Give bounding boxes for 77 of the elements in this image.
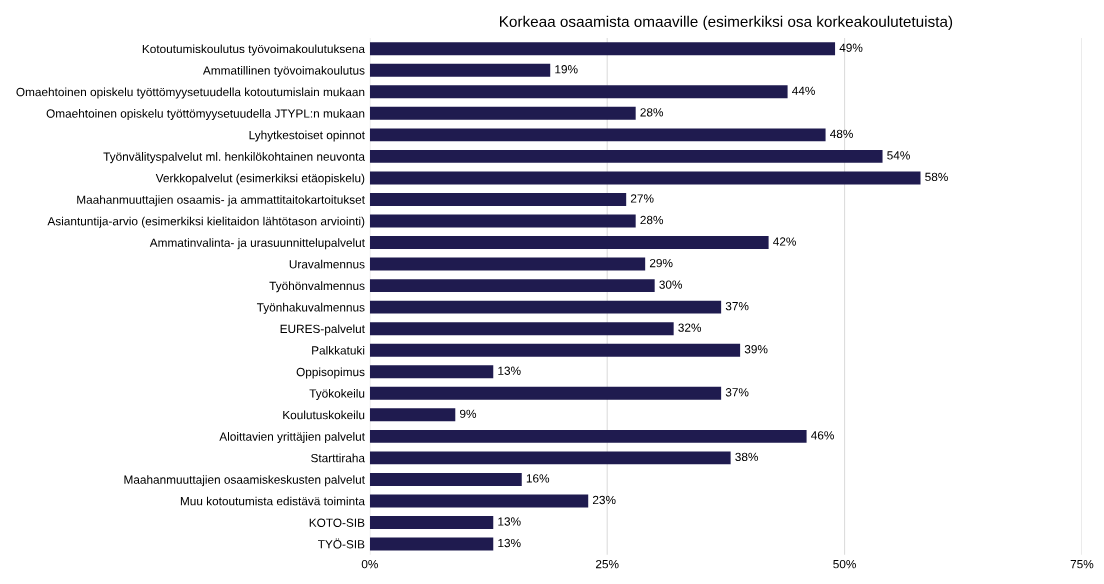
bar — [369, 214, 636, 228]
data-label: 13% — [498, 366, 521, 375]
y-tick-label: Työhönvalmennus — [269, 281, 365, 293]
x-tick-label: 50% — [833, 559, 856, 569]
bar — [369, 300, 722, 314]
bar — [369, 386, 722, 400]
data-label: 30% — [659, 280, 683, 289]
bar — [369, 128, 826, 142]
data-label: 42% — [773, 237, 796, 246]
bar — [369, 408, 456, 422]
bar — [369, 537, 494, 551]
y-tick-label: EURES-palvelut — [280, 324, 365, 336]
data-label: 28% — [640, 108, 664, 117]
data-label: 32% — [678, 323, 702, 332]
data-label: 29% — [649, 258, 673, 268]
y-tick-label: Ammatillinen työvoimakoulutus — [202, 65, 365, 77]
bar — [369, 472, 522, 486]
bar — [369, 149, 883, 163]
bar — [369, 279, 655, 293]
bar — [369, 322, 674, 336]
data-label: 27% — [630, 194, 654, 203]
bar — [369, 106, 636, 120]
bar — [369, 236, 769, 249]
y-tick-label: Palkkatuki — [312, 345, 365, 355]
y-tick-label: Koulutuskokeilu — [283, 410, 365, 420]
data-label: 13% — [498, 538, 521, 548]
bar — [369, 193, 627, 206]
data-label: 13% — [498, 517, 521, 526]
y-tick-label: Ammatinvalinta- ja urasuunnittelupalvelut — [149, 238, 365, 250]
bar — [369, 42, 836, 56]
data-label: 37% — [725, 301, 749, 311]
y-tick-label: Muu kotoutumista edistävä toiminta — [180, 496, 365, 506]
bar — [369, 365, 494, 379]
y-tick-label: Oppisopimus — [296, 367, 365, 379]
x-tick-label: 25% — [595, 559, 619, 569]
y-tick-label: Maahanmuuttajien osaamiskeskusten palvelut — [124, 475, 365, 487]
y-tick-label: Starttiraha — [311, 453, 365, 463]
bar — [369, 494, 589, 508]
y-tick-label: Omaehtoinen opiskelu työttömyysetuudella kotoutumislain mukaan — [16, 87, 365, 99]
y-tick-label: Verkkopalvelut (esimerkiksi etäopiskelu) — [155, 173, 365, 185]
bar — [369, 343, 741, 357]
data-label: 46% — [811, 431, 834, 440]
data-label: 23% — [592, 495, 616, 505]
data-label: 44% — [792, 86, 815, 95]
data-label: 19% — [555, 65, 578, 74]
y-tick-label: Uravalmennus — [289, 259, 365, 269]
y-tick-label: Maahanmuuttajien osaamis- ja ammattitaitokartoitukset — [77, 195, 365, 207]
bar — [369, 63, 551, 77]
y-tick-label: Työnhakuvalmennus — [256, 302, 365, 314]
x-tick-label: 75% — [1070, 560, 1094, 569]
y-tick-label: Lyhytkestoiset opinnot — [249, 130, 365, 142]
x-tick-label: 0% — [361, 559, 378, 569]
bar — [369, 257, 646, 271]
bar — [369, 516, 494, 529]
data-label: 38% — [735, 452, 758, 462]
y-tick-label: Kotoutumiskoulutus työvoimakoulutuksena — [142, 44, 365, 56]
y-tick-label: TYÖ-SIB — [318, 538, 365, 549]
data-label: 54% — [887, 151, 910, 160]
y-tick-label: Asiantuntija-arvio (esimerkiksi kielitaidon lähtötason arviointi) — [47, 216, 365, 228]
bar — [369, 429, 807, 443]
y-tick-label: Aloittavien yrittäjien palvelut — [219, 432, 365, 444]
data-label: 39% — [744, 345, 768, 354]
y-tick-label: Työnvälityspalvelut ml. henkilökohtainen neuvonta — [103, 152, 365, 164]
data-label: 58% — [925, 172, 948, 182]
data-label: 9% — [460, 409, 477, 418]
y-tick-label: Työkokeilu — [309, 389, 365, 401]
data-label: 28% — [640, 215, 664, 225]
y-tick-label: Omaehtoinen opiskelu työttömyysetuudella JTYPL:n mukaan — [46, 109, 365, 121]
data-label: 49% — [839, 43, 863, 52]
bar — [369, 451, 731, 465]
bar — [369, 85, 788, 99]
data-label: 37% — [725, 388, 749, 397]
chart-title: Korkeaa osaamista omaaville (esimerkiksi osa korkeakoulutetuista) — [500, 15, 953, 31]
bar — [369, 171, 921, 185]
data-label: 48% — [830, 129, 853, 139]
y-tick-label: KOTO-SIB — [309, 518, 365, 527]
data-label: 16% — [526, 474, 550, 483]
